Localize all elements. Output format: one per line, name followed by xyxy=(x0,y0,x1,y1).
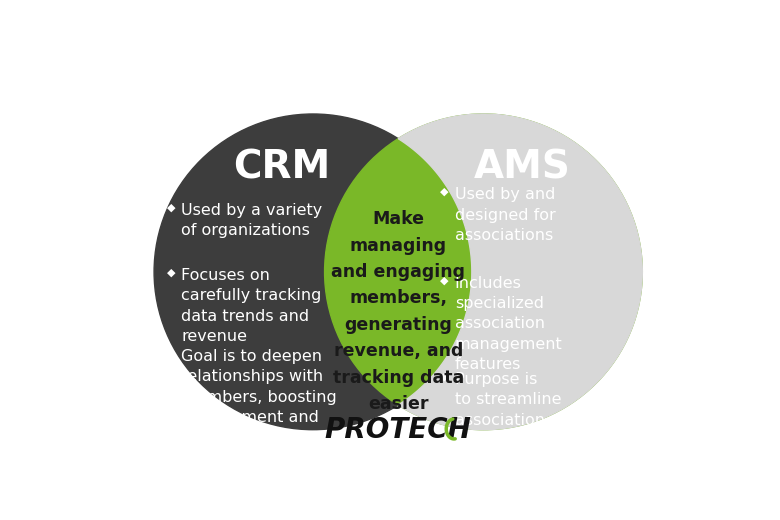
Text: ◆: ◆ xyxy=(441,372,449,382)
Circle shape xyxy=(324,114,642,430)
Text: Used by a variety
of organizations: Used by a variety of organizations xyxy=(181,202,322,238)
Text: ◆: ◆ xyxy=(441,187,449,197)
Text: ◆: ◆ xyxy=(167,268,176,278)
Polygon shape xyxy=(399,114,642,430)
Text: Purpose is
to streamline
association
management
tasks: Purpose is to streamline association man… xyxy=(455,372,562,469)
Circle shape xyxy=(154,114,472,430)
Text: CRM: CRM xyxy=(233,149,331,187)
Text: Includes
specialized
association
management
features: Includes specialized association managem… xyxy=(455,276,562,372)
Text: Goal is to deepen
relationships with
members, boosting
engagement and
retention: Goal is to deepen relationships with mem… xyxy=(181,349,337,446)
Text: Focuses on
carefully tracking
data trends and
revenue: Focuses on carefully tracking data trend… xyxy=(181,268,321,344)
Text: Make
managing
and engaging
members,
generating
revenue, and
tracking data
easier: Make managing and engaging members, gene… xyxy=(332,210,465,413)
Text: Used by and
designed for
associations: Used by and designed for associations xyxy=(455,187,555,243)
Text: ◆: ◆ xyxy=(167,202,176,213)
Text: ◆: ◆ xyxy=(167,349,176,359)
Text: AMS: AMS xyxy=(473,149,571,187)
Text: ◆: ◆ xyxy=(441,276,449,285)
Text: PROTECH: PROTECH xyxy=(324,417,472,445)
